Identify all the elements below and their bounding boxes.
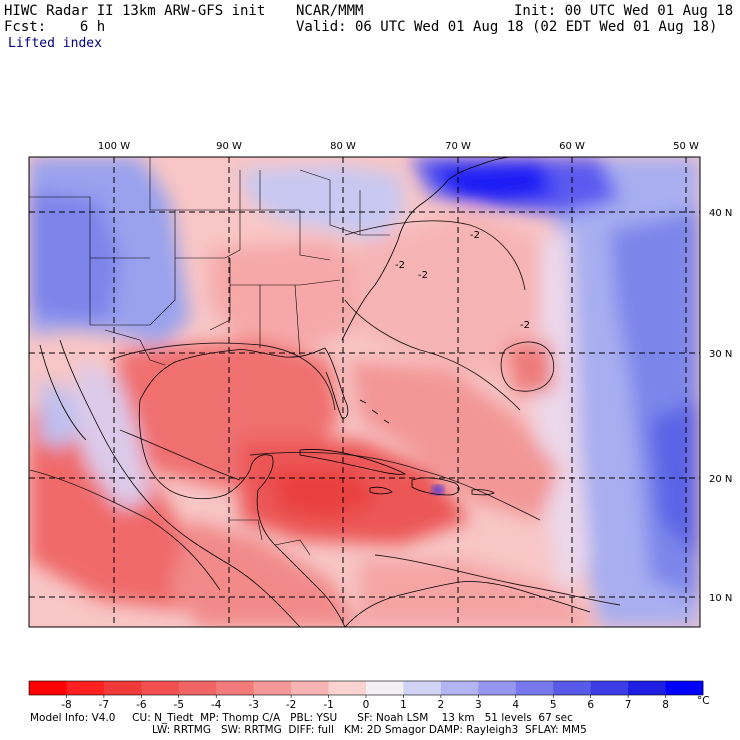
colorbar-swatch: [141, 681, 180, 695]
contour-label: -2: [520, 320, 530, 331]
colorbar-swatch: [29, 681, 67, 695]
colorbar-swatch: [328, 681, 367, 695]
colorbar-tick-label: -6: [136, 699, 147, 711]
colorbar-swatch: [628, 681, 666, 695]
field-name: Lifted index: [8, 36, 102, 51]
valid-time: Valid: 06 UTC Wed 01 Aug 18 (02 EDT Wed …: [296, 19, 718, 35]
colorbar-swatch: [253, 681, 292, 695]
latitude-labels: 40 N 30 N 20 N 10 N: [709, 208, 732, 604]
lat-label-40n: 40 N: [709, 208, 732, 219]
lon-label-90w: 90 W: [216, 141, 242, 152]
contour-label: -2: [470, 230, 480, 241]
colorbar-tick-label: -3: [248, 699, 258, 711]
map-frame: [28, 156, 701, 628]
political-boundaries: [29, 157, 390, 556]
forecast-hour: Fcst: 6 h: [4, 19, 106, 35]
colorbar-tick-label: 3: [475, 699, 482, 711]
init-time: Init: 00 UTC Wed 01 Aug 18: [514, 3, 734, 19]
colorbar-tick-label: 0: [363, 699, 370, 711]
lon-label-70w: 70 W: [445, 141, 471, 152]
colorbar-tick-label: -1: [323, 699, 333, 711]
colorbar-swatch: [403, 681, 442, 695]
colorbar-swatch: [590, 681, 629, 695]
colorbar-ticks: -8 -7 -6 -5 -4 -3 -2 -1 0 1 2 3 4 5 6 7 8: [61, 695, 669, 711]
colorbar-tick-label: 6: [587, 699, 594, 711]
colorbar-swatch: [553, 681, 591, 695]
colorbar-swatch: [178, 681, 217, 695]
colorbar-swatch: [216, 681, 254, 695]
colorbar-swatch: [103, 681, 142, 695]
lifted-index-field: [29, 157, 700, 627]
colorbar-tick-label: -5: [174, 699, 184, 711]
longitude-labels: 100 W 90 W 80 W 70 W 60 W 50 W: [98, 141, 699, 152]
colorbar-swatch: [440, 681, 479, 695]
colorbar-tick-label: 5: [550, 699, 557, 711]
colorbar-tick-label: -8: [61, 699, 71, 711]
colorbar-swatch: [665, 681, 704, 695]
lat-label-20n: 20 N: [709, 474, 732, 485]
colorbar-swatch: [366, 681, 404, 695]
colorbar-tick-label: 2: [438, 699, 445, 711]
colorbar-tick-label: 1: [400, 699, 407, 711]
lat-label-10n: 10 N: [709, 593, 732, 604]
colorbar-swatch: [478, 681, 517, 695]
colorbar: [28, 680, 704, 696]
colorbar-swatch: [66, 681, 105, 695]
colorbar-tick-label: -2: [286, 699, 296, 711]
contour-label: -2: [418, 270, 428, 281]
product-title: HIWC Radar II 13km ARW-GFS init: [4, 3, 266, 19]
colorbar-swatch: [515, 681, 554, 695]
model-center: NCAR/MMM: [296, 3, 364, 19]
graticule: [29, 157, 700, 627]
lon-label-60w: 60 W: [559, 141, 585, 152]
model-info-line-2: LW: RRTMG SW: RRTMG DIFF: full KM: 2D Sm…: [152, 724, 587, 736]
contour-label: -2: [395, 260, 405, 271]
lon-label-50w: 50 W: [673, 141, 699, 152]
colorbar-tick-label: 8: [662, 699, 669, 711]
colorbar-swatch: [291, 681, 329, 695]
lon-label-100w: 100 W: [98, 141, 130, 152]
colorbar-tick-label: -4: [211, 699, 222, 711]
colorbar-tick-label: 7: [625, 699, 632, 711]
lat-label-30n: 30 N: [709, 349, 732, 360]
colorbar-unit: °C: [697, 695, 710, 707]
lon-label-80w: 80 W: [330, 141, 356, 152]
colorbar-tick-label: -7: [99, 699, 109, 711]
colorbar-tick-label: 4: [512, 699, 519, 711]
model-info-line-1: Model Info: V4.0 CU: N_Tiedt MP: Thomp C…: [30, 712, 573, 724]
